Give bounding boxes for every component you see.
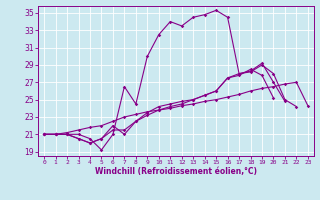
X-axis label: Windchill (Refroidissement éolien,°C): Windchill (Refroidissement éolien,°C) bbox=[95, 167, 257, 176]
